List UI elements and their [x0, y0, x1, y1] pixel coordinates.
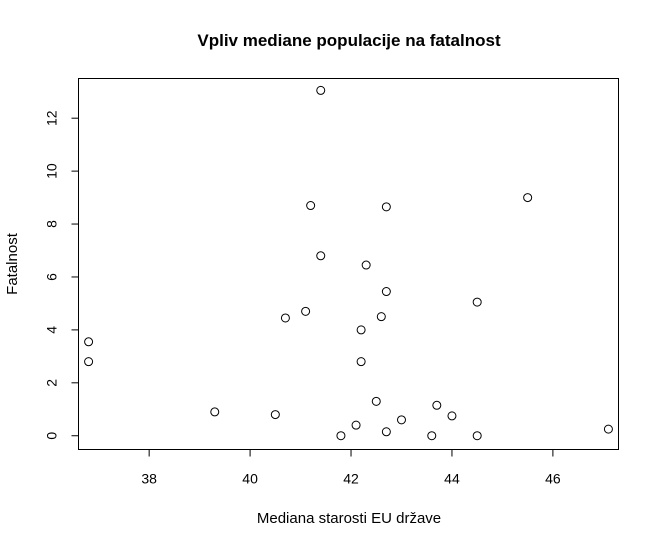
y-tick-label: 0 [44, 432, 60, 440]
y-tick-label: 6 [44, 273, 60, 281]
data-point [371, 396, 381, 406]
chart-title: Vpliv mediane populacije na fatalnost [197, 31, 501, 50]
x-tick-label: 38 [141, 471, 157, 487]
data-point [316, 251, 326, 261]
data-point [336, 431, 346, 441]
data-point [427, 431, 437, 441]
data-point [356, 357, 366, 367]
data-point [316, 85, 326, 95]
data-point [306, 201, 316, 211]
y-axis: 0 2 4 6 8 10 12 [44, 110, 79, 440]
data-point [210, 407, 220, 417]
data-point [381, 427, 391, 437]
x-tick-label: 46 [545, 471, 561, 487]
data-point [84, 337, 94, 347]
data-point [381, 287, 391, 297]
x-tick-label: 44 [444, 471, 460, 487]
data-point [432, 400, 442, 410]
y-tick-label: 4 [44, 326, 60, 334]
data-point [301, 306, 311, 316]
x-axis: 38 40 42 44 46 [141, 449, 561, 487]
data-points [84, 85, 613, 441]
plot-frame [78, 78, 619, 450]
data-point [356, 325, 366, 335]
data-point [361, 260, 371, 270]
y-tick-label: 10 [44, 163, 60, 179]
data-point [351, 420, 361, 430]
data-point [472, 431, 482, 441]
data-point [376, 312, 386, 322]
x-tick-label: 40 [242, 471, 258, 487]
y-tick-label: 8 [44, 220, 60, 228]
data-point [396, 415, 406, 425]
data-point [381, 202, 391, 212]
x-axis-label: Mediana starosti EU države [257, 510, 441, 527]
x-tick-label: 42 [343, 471, 359, 487]
y-axis-label: Fatalnost [4, 232, 21, 295]
data-point [270, 410, 280, 420]
y-tick-label: 12 [44, 110, 60, 126]
data-point [523, 193, 533, 203]
data-point [472, 297, 482, 307]
data-point [447, 411, 457, 421]
data-point [280, 313, 290, 323]
data-point [84, 357, 94, 367]
y-tick-label: 2 [44, 379, 60, 387]
data-point [603, 424, 613, 434]
